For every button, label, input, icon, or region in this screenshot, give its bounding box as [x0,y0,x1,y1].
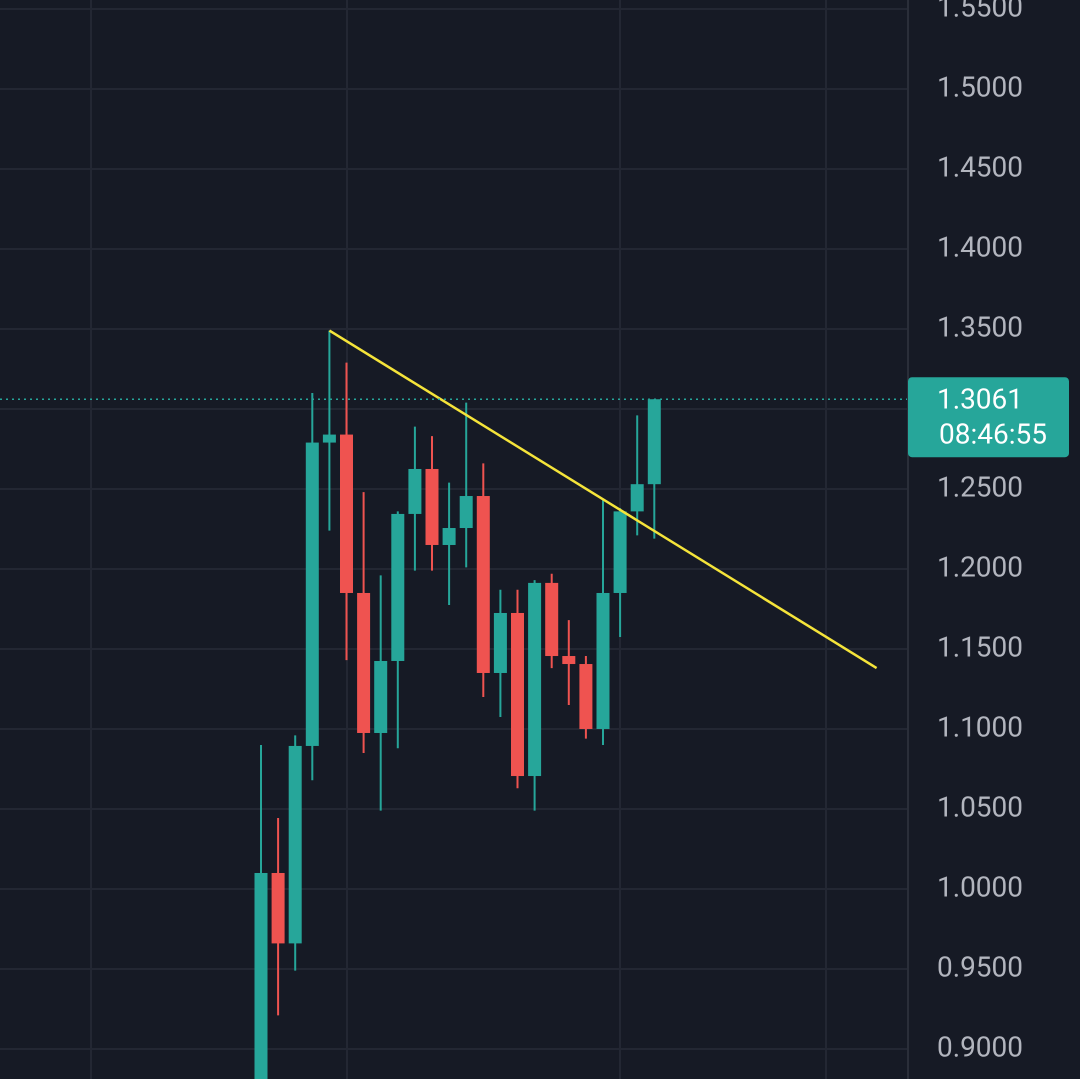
y-tick-label: 1.3500 [937,310,1023,343]
candle-body [562,656,576,665]
candle-body [322,434,336,443]
candle-body [476,496,490,673]
y-tick-label: 0.9000 [937,1030,1023,1063]
y-axis: 0.9000 0.9500 1.0000 1.0500 1.1000 1.1500 1.20… [937,0,1023,1063]
candle-body [545,582,559,657]
candle-body [408,468,422,514]
candle-body [254,872,268,1079]
y-tick-label: 1.4000 [937,230,1023,263]
candle-body [493,612,507,673]
candle-body [528,582,542,777]
candle-body [374,660,388,733]
y-tick-label: 1.4500 [937,150,1023,183]
y-tick-label: 1.5500 [937,0,1023,23]
y-tick-label: 1.1500 [937,630,1023,663]
candle-body [630,484,644,512]
candle-body [271,872,285,944]
candle-body [425,468,439,545]
trend-line [328,329,878,670]
candle-body [579,664,593,729]
candle-body [305,442,319,746]
candle-body [391,513,405,661]
y-tick-label: 1.5000 [937,70,1023,103]
candle-body [596,592,610,729]
candle-body [511,612,524,777]
candle-body [357,592,371,733]
candle-body [288,745,302,944]
y-tick-label: 1.0000 [937,870,1023,903]
y-tick-label: 1.2500 [937,470,1023,503]
countdown-label: 08:46:55 [939,418,1047,451]
candle-body [613,511,627,593]
grid [0,0,908,1079]
candle-body [340,434,353,593]
y-tick-label: 1.2000 [937,550,1023,583]
candle-body [459,496,473,529]
y-tick-label: 1.1000 [937,710,1023,743]
plot [0,329,908,1079]
y-tick-label: 0.9500 [937,950,1023,983]
candle-body [647,399,661,485]
last-price-box [908,377,1069,458]
candle-body [442,528,456,545]
last-price-label: 1.3061 [937,383,1023,416]
y-tick-label: 1.0500 [937,790,1023,823]
